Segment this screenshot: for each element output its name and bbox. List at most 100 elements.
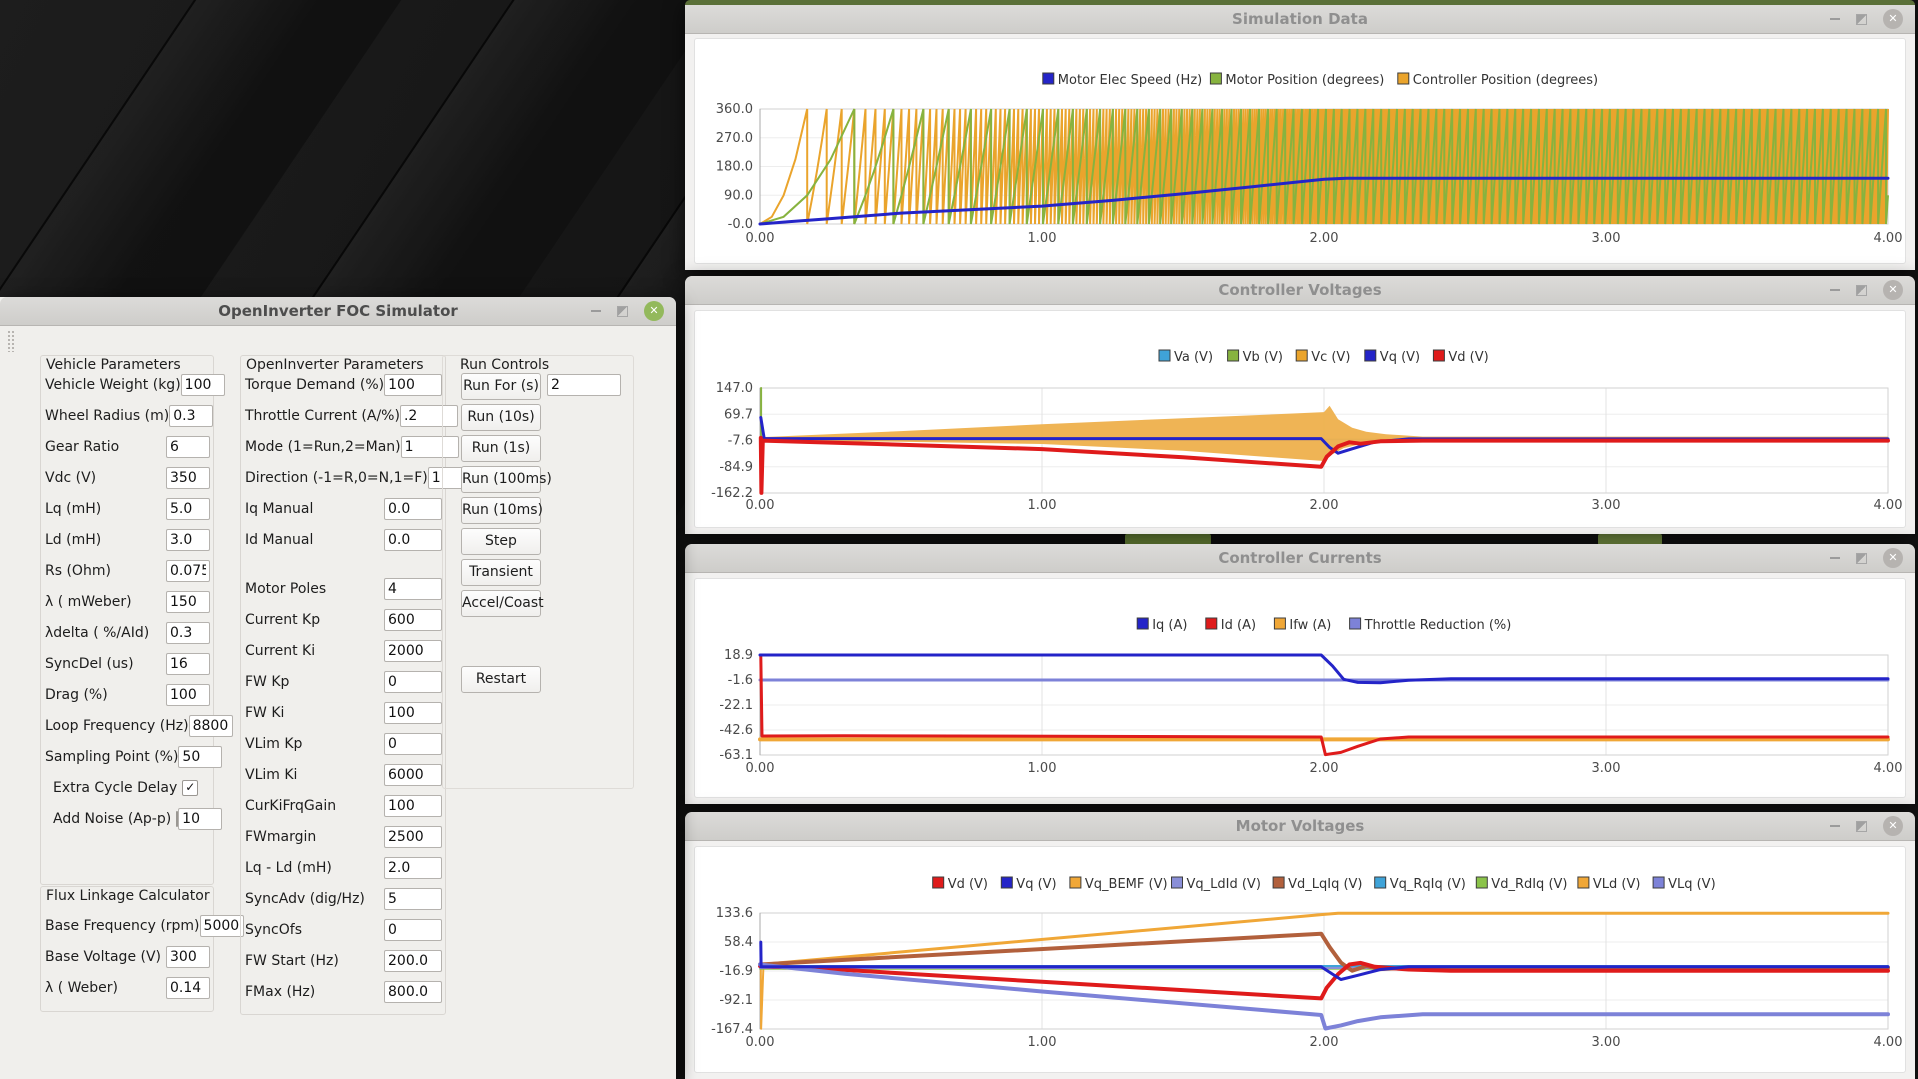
legend-label: Vb (V) xyxy=(1243,350,1283,365)
param-input[interactable] xyxy=(166,436,210,458)
minimize-icon[interactable] xyxy=(1830,825,1840,827)
chart-plot[interactable]: 133.658.4-16.9-92.1-167.40.001.002.003.0… xyxy=(695,847,1907,1072)
minimize-icon[interactable] xyxy=(1830,289,1840,291)
maximize-icon[interactable] xyxy=(1856,285,1867,296)
param-input[interactable] xyxy=(166,977,210,999)
run-button-transient[interactable]: Transient xyxy=(461,559,541,586)
maximize-icon[interactable] xyxy=(1856,821,1867,832)
maximize-icon[interactable] xyxy=(617,306,628,317)
param-input[interactable] xyxy=(166,498,210,520)
param-input[interactable] xyxy=(384,950,442,972)
param-label: FW Kp xyxy=(245,674,289,690)
maximize-icon[interactable] xyxy=(1856,14,1867,25)
legend-label: Vd (V) xyxy=(948,877,988,892)
chart-titlebar[interactable]: Motor Voltages✕ xyxy=(685,812,1915,841)
param-input[interactable] xyxy=(166,560,210,582)
param-input[interactable] xyxy=(384,919,442,941)
param-row: SyncAdv (dig/Hz) xyxy=(245,886,442,912)
minimize-icon[interactable] xyxy=(1830,18,1840,20)
param-input[interactable] xyxy=(384,374,442,396)
x-tick-label: 3.00 xyxy=(1592,231,1621,246)
y-tick-label: -7.6 xyxy=(728,434,753,449)
chart-titlebar[interactable]: Controller Currents✕ xyxy=(685,544,1915,573)
run-button-step[interactable]: Step xyxy=(461,528,541,555)
x-tick-label: 3.00 xyxy=(1592,761,1621,776)
chart-plot[interactable]: 360.0270.0180.090.0-0.00.001.002.003.004… xyxy=(695,39,1907,263)
close-icon[interactable]: ✕ xyxy=(1883,816,1903,836)
run-button-run-10s[interactable]: Run (10s) xyxy=(461,404,541,431)
param-input[interactable] xyxy=(169,405,213,427)
param-label: Lq - Ld (mH) xyxy=(245,860,332,876)
minimize-icon[interactable] xyxy=(591,310,601,312)
checkbox-checked[interactable]: ✓ xyxy=(182,780,198,796)
chart-plot[interactable]: 147.069.7-7.6-84.9-162.20.001.002.003.00… xyxy=(695,311,1907,527)
run-button-run-10ms[interactable]: Run (10ms) xyxy=(461,497,541,524)
run-button-run-100ms[interactable]: Run (100ms) xyxy=(461,466,541,493)
close-icon[interactable]: ✕ xyxy=(644,301,664,321)
window-controls: ✕ xyxy=(1830,276,1903,304)
param-label: VLim Kp xyxy=(245,736,302,752)
legend-label: Vd_LqIq (V) xyxy=(1288,877,1362,892)
x-tick-label: 1.00 xyxy=(1028,498,1057,513)
legend-label: Va (V) xyxy=(1174,350,1213,365)
param-input[interactable] xyxy=(384,498,442,520)
param-input[interactable] xyxy=(178,808,222,830)
param-input[interactable] xyxy=(384,857,442,879)
close-icon[interactable]: ✕ xyxy=(1883,280,1903,300)
legend-label: Id (A) xyxy=(1221,618,1256,633)
param-row: Throttle Current (A/%) xyxy=(245,403,442,429)
param-label: Throttle Current (A/%) xyxy=(245,408,400,424)
param-row: Iq Manual xyxy=(245,496,442,522)
param-input[interactable] xyxy=(178,746,222,768)
chart-window-controller-currents: Controller Currents✕ 18.9-1.6-22.1-42.6-6… xyxy=(685,544,1915,804)
chart-titlebar[interactable]: Controller Voltages✕ xyxy=(685,276,1915,305)
param-input[interactable] xyxy=(384,733,442,755)
x-tick-label: 1.00 xyxy=(1028,231,1057,246)
param-input[interactable] xyxy=(384,702,442,724)
param-input[interactable] xyxy=(200,915,244,937)
x-tick-label: 1.00 xyxy=(1028,761,1057,776)
param-input[interactable] xyxy=(384,764,442,786)
param-input[interactable] xyxy=(384,888,442,910)
close-icon[interactable]: ✕ xyxy=(1883,9,1903,29)
param-row: Vdc (V) xyxy=(45,465,210,491)
run-button-accel-coast[interactable]: Accel/Coast xyxy=(461,590,541,617)
param-input[interactable] xyxy=(166,684,210,706)
x-tick-label: 4.00 xyxy=(1874,761,1903,776)
param-input[interactable] xyxy=(384,671,442,693)
param-input[interactable] xyxy=(166,467,210,489)
param-input[interactable] xyxy=(166,622,210,644)
param-input[interactable] xyxy=(166,591,210,613)
param-input[interactable] xyxy=(384,578,442,600)
param-input[interactable] xyxy=(384,529,442,551)
minimize-icon[interactable] xyxy=(1830,557,1840,559)
run-for-button[interactable]: Run For (s) xyxy=(461,373,541,400)
param-input[interactable] xyxy=(384,795,442,817)
param-row: VLim Kp xyxy=(245,731,442,757)
run-for-seconds-input[interactable] xyxy=(547,374,621,396)
x-tick-label: 1.00 xyxy=(1028,1035,1057,1050)
run-button-run-1s[interactable]: Run (1s) xyxy=(461,435,541,462)
param-row: Id Manual xyxy=(245,527,442,553)
chart-titlebar[interactable]: Simulation Data✕ xyxy=(685,5,1915,34)
legend-swatch xyxy=(1210,73,1221,84)
chart-plot[interactable]: 18.9-1.6-22.1-42.6-63.10.001.002.003.004… xyxy=(695,579,1907,797)
param-input[interactable] xyxy=(189,715,233,737)
param-input[interactable] xyxy=(384,609,442,631)
maximize-icon[interactable] xyxy=(1856,553,1867,564)
param-row: FWmargin xyxy=(245,824,442,850)
restart-button[interactable]: Restart xyxy=(461,666,541,693)
param-input[interactable] xyxy=(166,529,210,551)
param-input[interactable] xyxy=(384,640,442,662)
toolbar-grip-handle[interactable] xyxy=(7,330,16,352)
param-input[interactable] xyxy=(181,374,225,396)
param-input[interactable] xyxy=(384,826,442,848)
simulator-titlebar[interactable]: OpenInverter FOC Simulator ✕ xyxy=(0,297,676,326)
y-tick-label: -92.1 xyxy=(719,993,753,1008)
param-row: Lq (mH) xyxy=(45,496,210,522)
param-label: Add Noise (Ap-p) xyxy=(53,811,171,827)
param-input[interactable] xyxy=(166,946,210,968)
param-input[interactable] xyxy=(384,981,442,1003)
close-icon[interactable]: ✕ xyxy=(1883,548,1903,568)
param-input[interactable] xyxy=(166,653,210,675)
